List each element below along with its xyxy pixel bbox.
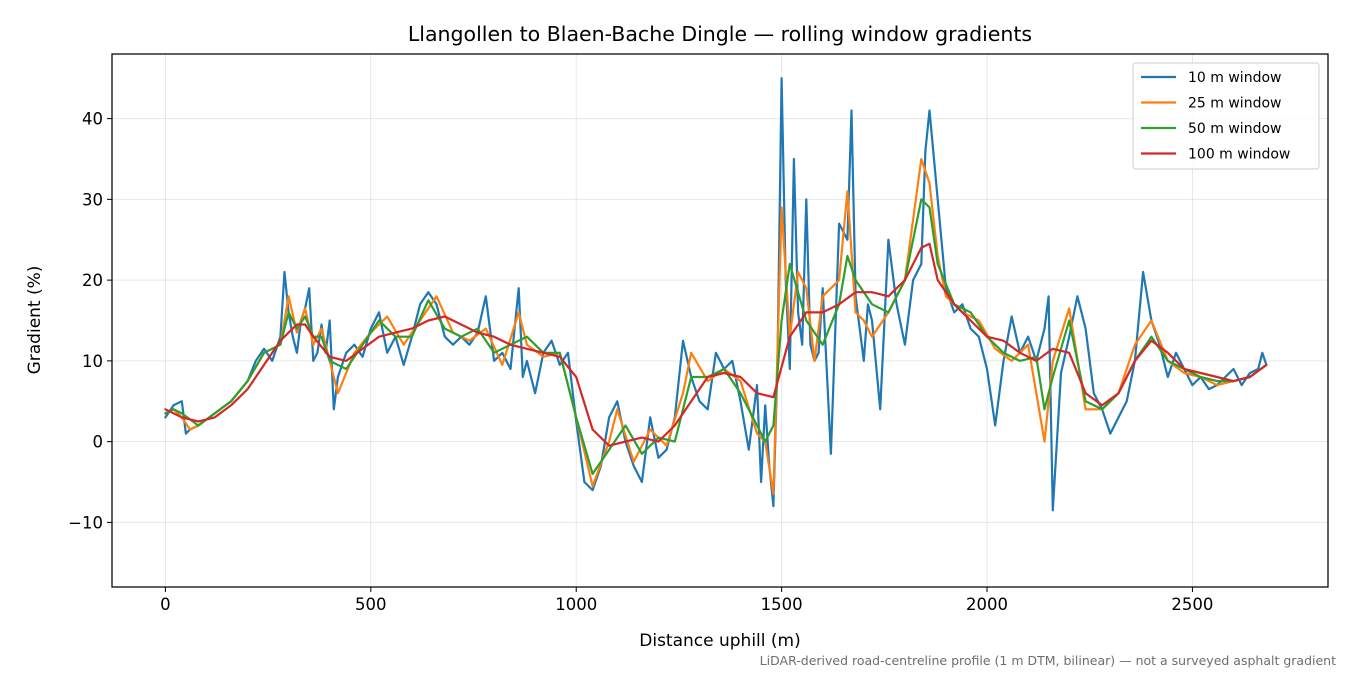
grid — [112, 54, 1328, 587]
x-axis-label: Distance uphill (m) — [639, 631, 800, 651]
legend-label: 10 m window — [1188, 70, 1281, 86]
series-line-50-m-window — [164, 198, 1268, 475]
legend: 10 m window 25 m window 50 m window 100 m w… — [1132, 62, 1320, 170]
y-tick-label: 30 — [82, 190, 103, 209]
chart-title: Llangollen to Blaen-Bache Dingle — rolli… — [408, 22, 1032, 46]
x-tick-label: 1000 — [555, 595, 597, 614]
series-line-100-m-window — [164, 242, 1268, 447]
footnote: LiDAR-derived road-centreline profile (1… — [760, 653, 1336, 668]
x-tick-label: 500 — [355, 595, 387, 614]
series-group — [164, 77, 1268, 512]
legend-label: 25 m window — [1188, 96, 1281, 112]
plot-frame — [111, 53, 1329, 588]
x-tick-label: 2500 — [1171, 595, 1213, 614]
legend-label: 50 m window — [1188, 121, 1281, 137]
y-tick-label: 10 — [82, 352, 103, 371]
axis-ticks: 0 500 1000 1500 2000 2500 −10 0 10 20 30 40 — [68, 110, 1213, 614]
y-axis-label: Gradient (%) — [25, 266, 45, 375]
legend-box — [1132, 62, 1320, 170]
legend-label: 100 m window — [1188, 147, 1290, 163]
x-tick-label: 2000 — [966, 595, 1008, 614]
y-tick-label: 40 — [82, 110, 103, 129]
y-tick-label: 0 — [93, 433, 104, 452]
y-tick-label: −10 — [68, 513, 103, 532]
x-tick-label: 1500 — [761, 595, 803, 614]
series-line-10-m-window — [164, 77, 1268, 512]
y-tick-label: 20 — [82, 271, 103, 290]
x-tick-label: 0 — [160, 595, 171, 614]
